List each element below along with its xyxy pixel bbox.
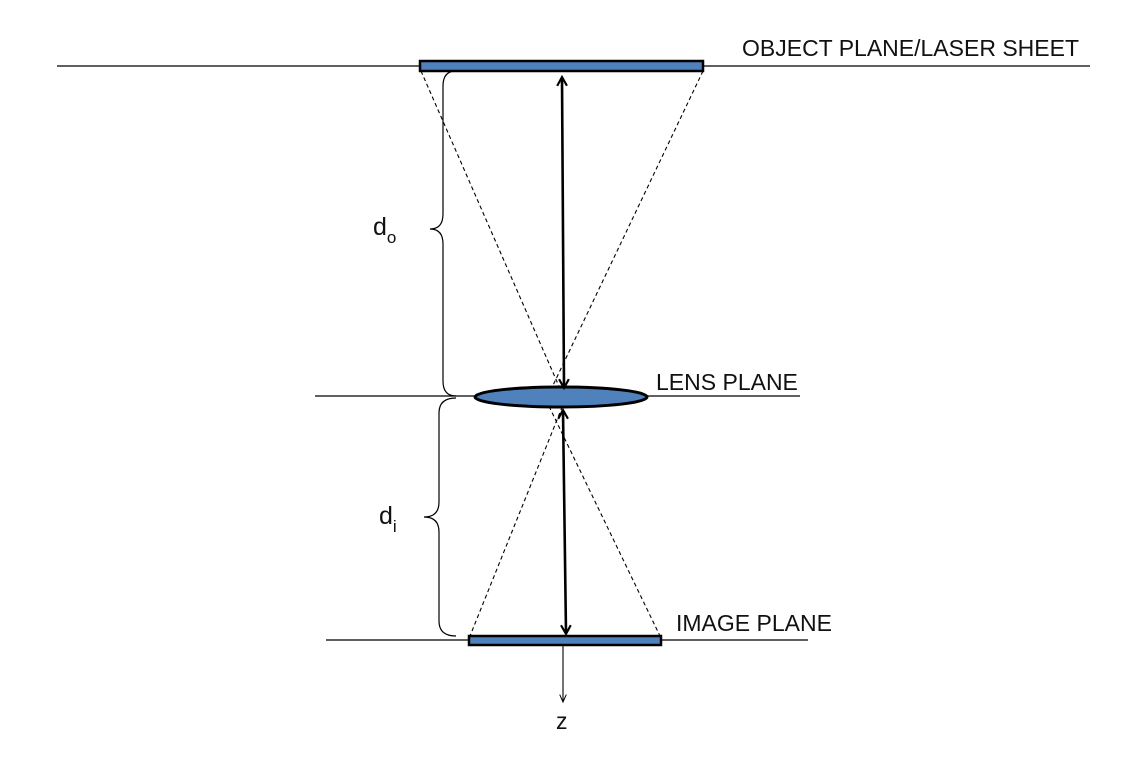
image-distance-brace xyxy=(423,397,457,637)
lens xyxy=(473,385,649,409)
image-distance-arrow xyxy=(563,411,566,633)
object-distance-subscript: o xyxy=(387,228,396,247)
image-plane-label: IMAGE PLANE xyxy=(676,610,832,636)
image-distance-symbol: d xyxy=(379,502,393,530)
lens-plane-label: LENS PLANE xyxy=(656,369,798,395)
object-plane-label: OBJECT PLANE/LASER SHEET xyxy=(742,35,1079,61)
image-plate xyxy=(467,634,663,647)
object-distance-arrow xyxy=(562,78,564,387)
image-distance-label: di xyxy=(379,502,397,536)
z-axis-label: z xyxy=(556,708,568,734)
image-distance-subscript: i xyxy=(393,517,397,536)
object-distance-brace xyxy=(429,70,457,397)
object-plate xyxy=(418,59,705,73)
object-distance-label: do xyxy=(373,213,396,247)
object-distance-symbol: d xyxy=(373,213,387,241)
